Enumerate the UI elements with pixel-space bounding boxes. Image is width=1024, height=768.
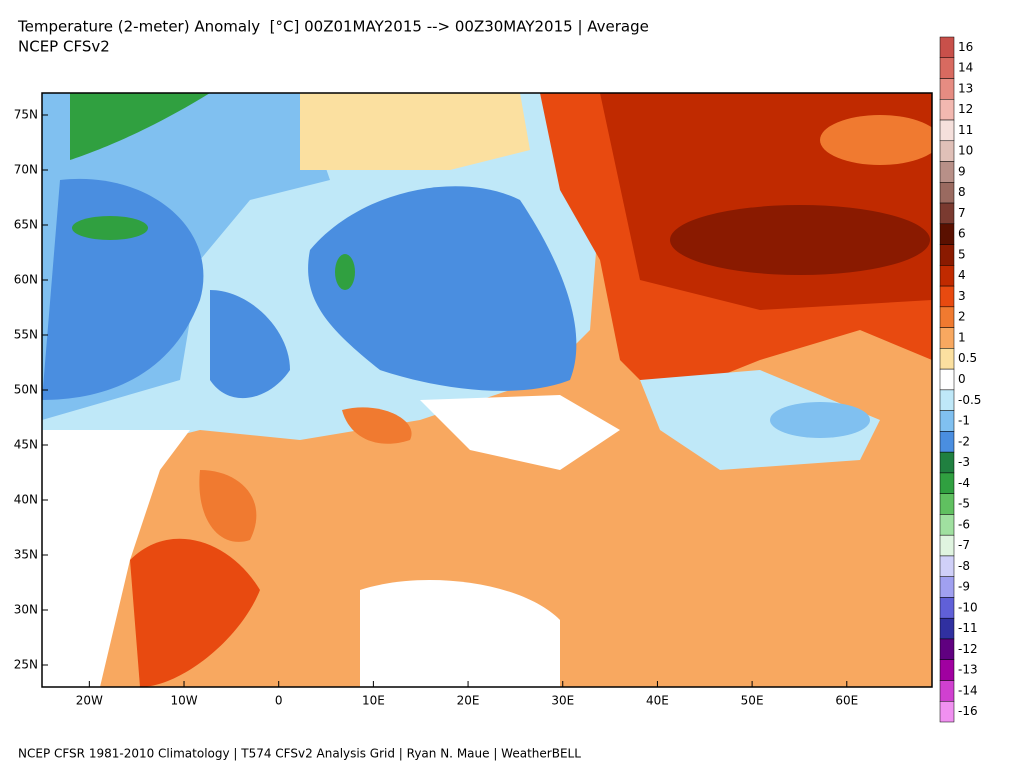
colorbar-box [939,659,955,681]
colorbar-label: -6 [958,517,970,531]
colorbar-label: -13 [958,663,978,677]
colorbar-box [939,576,955,598]
colorbar-label: 6 [958,227,966,241]
footer: NCEP CFSR 1981-2010 Climatology | T574 C… [18,747,581,761]
colorbar-label: 0 [958,372,966,386]
y-tick-label: 30N [14,603,38,617]
colorbar-label: 11 [958,123,973,137]
colorbar-box [939,223,955,245]
colorbar-label: 7 [958,206,966,220]
colorbar-label: 3 [958,289,966,303]
colorbar-box [939,617,955,640]
colorbar-box [939,451,955,474]
y-tick-label: 60N [14,273,38,287]
colorbar-box [939,244,955,266]
x-tick-label: 50E [741,694,764,708]
colorbar-label: 12 [958,102,973,116]
x-tick-label: 10W [170,694,197,708]
colorbar-box [939,265,955,287]
colorbar-label: 5 [958,247,966,261]
colorbar-box [939,680,955,702]
x-tick-label: 40E [646,694,669,708]
colorbar-box [939,472,955,494]
x-tick-label: 60E [835,694,858,708]
y-tick-label: 40N [14,493,38,507]
colorbar-box [939,638,955,660]
colorbar-box [939,555,955,577]
colorbar-box [939,389,955,411]
colorbar-label: 8 [958,185,966,199]
y-tick-label: 75N [14,108,38,122]
colorbar-box [939,597,955,619]
x-tick-label: 10E [362,694,385,708]
subtitle: NCEP CFSv2 [18,38,110,56]
colorbar-label: 13 [958,81,973,95]
anomaly-field [42,93,932,687]
y-tick-label: 35N [14,548,38,562]
y-tick-label: 50N [14,383,38,397]
colorbar-label: -3 [958,455,970,469]
x-tick-label: 20W [76,694,103,708]
colorbar-label: 10 [958,144,973,158]
colorbar-label: -8 [958,559,970,573]
colorbar-label: 2 [958,310,966,324]
colorbar-label: 1 [958,330,966,344]
colorbar-label: -2 [958,434,970,448]
y-tick-label: 65N [14,218,38,232]
colorbar-box [939,700,955,723]
x-tick-label: 0 [275,694,283,708]
colorbar-label: -0.5 [958,393,981,407]
colorbar-box [939,368,955,391]
colorbar-label: 0.5 [958,351,977,365]
colorbar-box [939,327,955,349]
colorbar-label: -5 [958,497,970,511]
y-tick-label: 25N [14,658,38,672]
x-tick-label: 20E [457,694,480,708]
colorbar-box [939,514,955,536]
colorbar-box [939,348,955,370]
colorbar-label: -16 [958,704,978,718]
title: Temperature (2-meter) Anomaly [°C] 00Z01… [17,18,649,36]
colorbar-box [939,140,955,162]
colorbar-box [939,493,955,515]
colorbar-box [939,285,955,308]
colorbar-box [939,78,955,100]
colorbar-label: 9 [958,164,966,178]
colorbar-box [939,202,955,225]
colorbar-label: -11 [958,621,978,635]
colorbar-label: -7 [958,538,970,552]
colorbar-label: -1 [958,414,970,428]
colorbar-label: 4 [958,268,966,282]
y-tick-label: 45N [14,438,38,452]
colorbar-box [939,36,955,59]
colorbar-box [939,99,955,121]
colorbar-box [939,306,955,328]
colorbar-box [939,161,955,183]
colorbar-box [939,57,955,79]
x-tick-label: 30E [551,694,574,708]
colorbar-box [939,410,955,432]
colorbar-label: -9 [958,580,970,594]
colorbar-box [939,431,955,453]
colorbar-label: -12 [958,642,978,656]
colorbar-box [939,182,955,204]
colorbar-label: 14 [958,61,973,75]
colorbar-label: -10 [958,600,978,614]
colorbar-label: 16 [958,40,973,54]
colorbar-label: -14 [958,683,978,697]
y-tick-label: 70N [14,163,38,177]
y-tick-label: 55N [14,328,38,342]
colorbar-label: -4 [958,476,970,490]
colorbar-box [939,534,955,557]
colorbar-box [939,119,955,142]
